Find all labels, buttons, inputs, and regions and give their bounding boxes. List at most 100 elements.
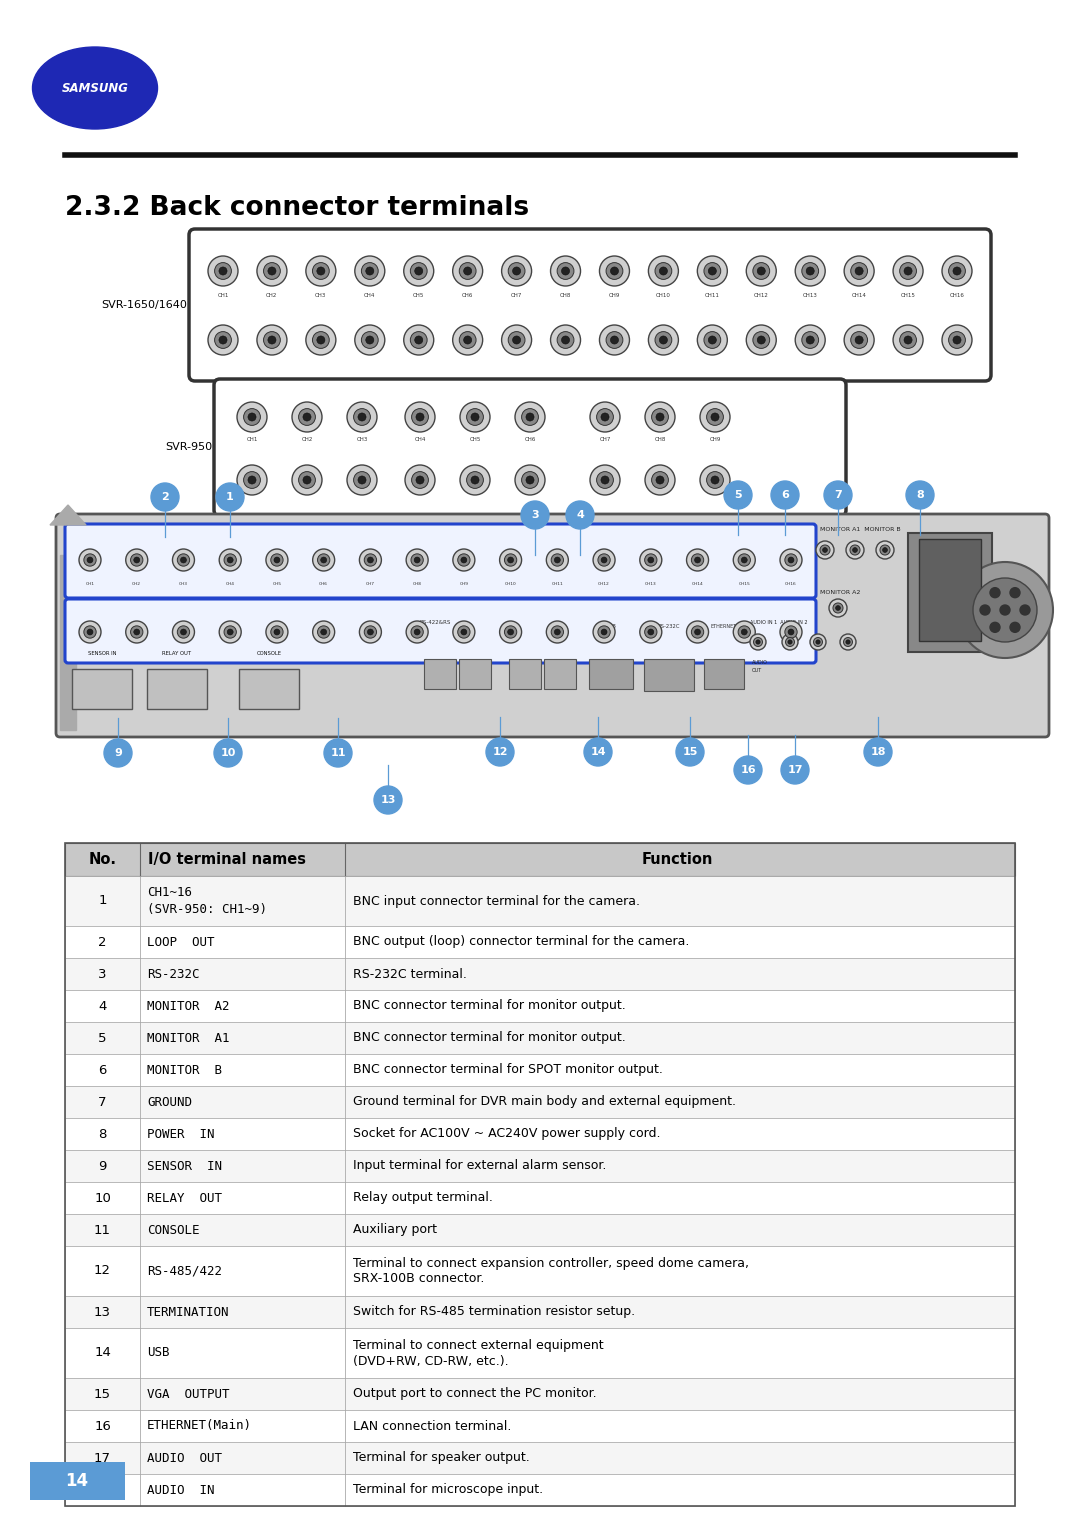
Text: 16: 16 xyxy=(94,1419,111,1433)
FancyBboxPatch shape xyxy=(65,926,1015,958)
Circle shape xyxy=(957,562,1053,658)
Circle shape xyxy=(973,578,1037,642)
Circle shape xyxy=(562,267,569,275)
Circle shape xyxy=(598,554,610,566)
Circle shape xyxy=(584,739,612,766)
Text: 10: 10 xyxy=(94,1192,111,1204)
Text: GROUND: GROUND xyxy=(147,1096,192,1108)
Text: Ground terminal for DVR main body and external equipment.: Ground terminal for DVR main body and ex… xyxy=(353,1096,735,1108)
Circle shape xyxy=(851,262,867,279)
FancyBboxPatch shape xyxy=(65,1183,1015,1215)
Text: CH3: CH3 xyxy=(315,293,326,298)
Circle shape xyxy=(509,331,525,348)
Circle shape xyxy=(347,401,377,432)
Text: 7: 7 xyxy=(98,1096,107,1108)
Circle shape xyxy=(366,267,374,275)
Text: RELAY  OUT: RELAY OUT xyxy=(147,1192,222,1204)
Circle shape xyxy=(461,629,467,635)
Text: CH4: CH4 xyxy=(364,293,376,298)
Text: CH11: CH11 xyxy=(552,581,563,586)
Circle shape xyxy=(829,600,847,617)
FancyBboxPatch shape xyxy=(214,378,846,516)
Circle shape xyxy=(562,336,569,343)
Circle shape xyxy=(1020,604,1030,615)
Circle shape xyxy=(84,626,96,638)
FancyBboxPatch shape xyxy=(509,659,541,690)
Text: 2: 2 xyxy=(98,935,107,949)
Circle shape xyxy=(357,476,366,484)
Circle shape xyxy=(264,331,281,348)
Circle shape xyxy=(1010,588,1020,598)
Circle shape xyxy=(801,262,819,279)
Circle shape xyxy=(173,549,194,571)
Circle shape xyxy=(404,325,434,356)
Circle shape xyxy=(257,325,287,356)
Circle shape xyxy=(639,621,662,642)
FancyBboxPatch shape xyxy=(65,1151,1015,1183)
Text: CH1: CH1 xyxy=(85,581,95,586)
Circle shape xyxy=(360,621,381,642)
Text: 2.3.2 Back connector terminals: 2.3.2 Back connector terminals xyxy=(65,195,529,221)
Circle shape xyxy=(596,409,613,426)
Circle shape xyxy=(795,256,825,285)
Circle shape xyxy=(656,414,664,421)
FancyBboxPatch shape xyxy=(644,659,694,691)
Circle shape xyxy=(906,481,934,510)
Circle shape xyxy=(754,638,762,647)
Text: Function: Function xyxy=(642,852,713,867)
Circle shape xyxy=(224,554,237,566)
Circle shape xyxy=(467,409,484,426)
Circle shape xyxy=(347,465,377,494)
Circle shape xyxy=(410,262,427,279)
Circle shape xyxy=(316,336,325,343)
Text: 13: 13 xyxy=(94,1306,111,1318)
Text: 17: 17 xyxy=(94,1451,111,1465)
Text: CH1~16
(SVR-950: CH1~9): CH1~16 (SVR-950: CH1~9) xyxy=(147,887,267,916)
Circle shape xyxy=(639,549,662,571)
Circle shape xyxy=(704,331,720,348)
Text: CH10: CH10 xyxy=(656,293,671,298)
Circle shape xyxy=(698,325,727,356)
Circle shape xyxy=(151,484,179,511)
Circle shape xyxy=(806,267,814,275)
Circle shape xyxy=(1010,623,1020,632)
Text: 8: 8 xyxy=(916,490,923,501)
FancyBboxPatch shape xyxy=(919,539,981,641)
FancyBboxPatch shape xyxy=(65,1054,1015,1087)
Circle shape xyxy=(355,256,384,285)
Circle shape xyxy=(515,465,545,494)
Circle shape xyxy=(353,472,370,488)
Circle shape xyxy=(244,409,260,426)
Circle shape xyxy=(131,554,143,566)
Text: 17: 17 xyxy=(787,765,802,775)
Circle shape xyxy=(904,267,913,275)
Circle shape xyxy=(648,629,653,635)
Text: CH8: CH8 xyxy=(654,436,665,443)
Circle shape xyxy=(131,626,143,638)
Text: Terminal to connect external equipment
(DVD+RW, CD-RW, etc.).: Terminal to connect external equipment (… xyxy=(353,1338,604,1367)
Circle shape xyxy=(274,629,280,635)
Circle shape xyxy=(215,262,231,279)
Circle shape xyxy=(855,336,863,343)
Circle shape xyxy=(816,542,834,559)
Text: CH12: CH12 xyxy=(754,293,769,298)
FancyBboxPatch shape xyxy=(65,958,1015,990)
Circle shape xyxy=(785,638,795,647)
Circle shape xyxy=(651,409,669,426)
Circle shape xyxy=(318,554,329,566)
Text: 11: 11 xyxy=(330,748,346,758)
Text: 9: 9 xyxy=(98,1160,107,1172)
Circle shape xyxy=(227,557,233,563)
Circle shape xyxy=(104,739,132,768)
Text: CH7: CH7 xyxy=(599,436,610,443)
Circle shape xyxy=(746,256,777,285)
FancyBboxPatch shape xyxy=(459,659,491,690)
Text: CH2: CH2 xyxy=(132,581,141,586)
Text: CH2: CH2 xyxy=(267,293,278,298)
Circle shape xyxy=(711,476,719,484)
Text: CH16: CH16 xyxy=(785,581,797,586)
Circle shape xyxy=(708,336,716,343)
Text: 12: 12 xyxy=(492,748,508,757)
Text: 13: 13 xyxy=(380,795,395,806)
Circle shape xyxy=(833,603,843,613)
